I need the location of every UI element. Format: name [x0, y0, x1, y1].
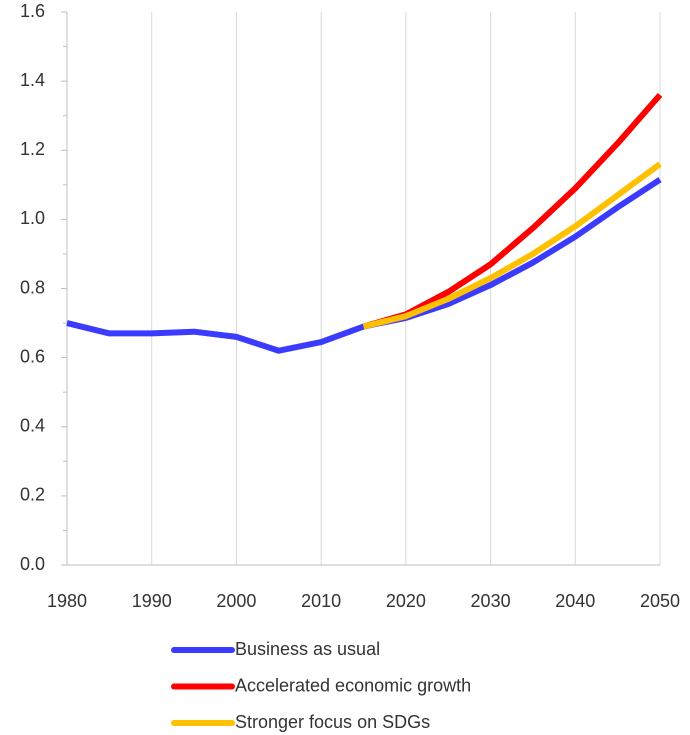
- y-tick-label: 0.8: [20, 277, 45, 297]
- y-tick-label: 0.4: [20, 416, 45, 436]
- x-tick-label: 2020: [386, 591, 426, 611]
- x-tick-label: 1990: [132, 591, 172, 611]
- y-tick-label: 0.6: [20, 346, 45, 366]
- series-line: [66, 177, 662, 354]
- x-tick-label: 2000: [216, 591, 256, 611]
- y-tick-label: 1.6: [20, 1, 45, 21]
- x-tick-label: 2030: [471, 591, 511, 611]
- y-tick-label: 1.4: [20, 70, 45, 90]
- legend-label: Accelerated economic growth: [235, 675, 471, 695]
- y-tick-label: 1.0: [20, 208, 45, 228]
- legend-label: Business as usual: [235, 639, 380, 659]
- legend-label: Stronger focus on SDGs: [235, 712, 430, 732]
- x-tick-label: 1980: [47, 591, 87, 611]
- x-tick-label: 2050: [640, 591, 680, 611]
- y-tick-label: 0.2: [20, 485, 45, 505]
- x-tick-label: 2040: [555, 591, 595, 611]
- x-tick-label: 2010: [301, 591, 341, 611]
- y-tick-label: 0.0: [20, 554, 45, 574]
- y-tick-label: 1.2: [20, 139, 45, 159]
- series-line: [362, 161, 662, 330]
